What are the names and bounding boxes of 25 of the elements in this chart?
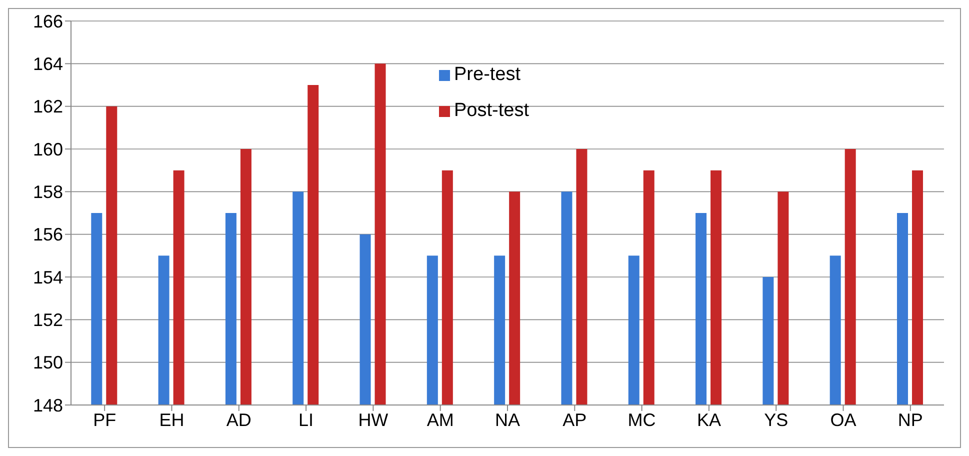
x-tick-label: EH — [159, 410, 184, 430]
y-tick-label: 150 — [32, 352, 63, 373]
y-tick-label: 162 — [32, 96, 63, 117]
y-tick-label: 148 — [32, 395, 63, 416]
x-tick-label: AM — [426, 410, 454, 430]
x-tick-label: KA — [696, 410, 721, 430]
x-tick-label: NA — [494, 410, 520, 430]
x-tick-label: YS — [764, 410, 788, 430]
y-tick-label: 164 — [32, 54, 63, 74]
x-tick-label: NP — [898, 410, 923, 430]
y-tick-label: 160 — [32, 139, 63, 160]
y-tick-label: 158 — [32, 182, 63, 202]
x-tick-label: AD — [226, 410, 252, 430]
x-tick-label: OA — [830, 410, 856, 430]
x-tick-label: HW — [358, 410, 388, 430]
y-tick-label: 156 — [32, 224, 63, 245]
x-tick-label: LI — [298, 410, 314, 430]
x-tick-label: MC — [628, 410, 656, 430]
y-tick-label: 152 — [32, 310, 63, 330]
legend-label: Pre-test — [454, 64, 521, 86]
y-tick-label: 166 — [32, 11, 63, 32]
y-tick-label: 154 — [32, 267, 63, 288]
legend-label: Post-test — [454, 100, 529, 122]
x-tick-label: AP — [562, 410, 587, 430]
x-tick-label: PF — [93, 410, 116, 430]
